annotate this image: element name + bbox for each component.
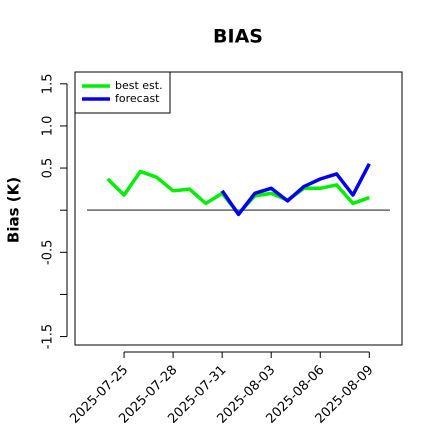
- y-tick-label: -1.5: [41, 324, 56, 349]
- y-tick-label: -0.5: [41, 240, 56, 265]
- legend-box: [74, 71, 171, 114]
- y-tick-label: 1.5: [41, 73, 56, 94]
- legend-label: forecast: [115, 92, 160, 105]
- y-tick-label: 0.5: [41, 158, 56, 179]
- chart-title: BIAS: [213, 26, 263, 48]
- plot-box: [74, 71, 403, 346]
- legend-label: best est.: [115, 79, 163, 92]
- y-axis-label: Bias (K): [5, 177, 23, 243]
- y-tick-label: 1.0: [41, 116, 56, 137]
- series-line: [220, 163, 371, 217]
